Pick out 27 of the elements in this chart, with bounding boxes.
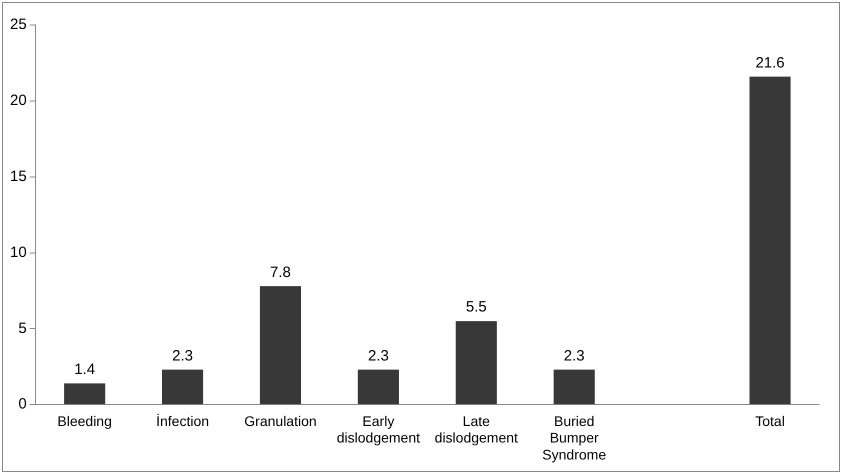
data-label: 2.3 [368, 347, 389, 364]
bar [456, 321, 497, 404]
y-tick-label: 15 [10, 168, 27, 185]
y-tick-label: 20 [10, 92, 27, 110]
x-tick-label: Total [755, 412, 785, 429]
data-label: 7.8 [270, 264, 291, 281]
x-tick-label: Late dislodgement [434, 412, 518, 446]
x-tick-label: İnfection [156, 412, 210, 429]
x-tick-label: Bleeding [57, 412, 112, 429]
bar [260, 286, 302, 404]
data-label: 2.3 [564, 347, 585, 364]
x-tick-label: Early dislodgement [336, 412, 420, 446]
data-label: 2.3 [172, 347, 193, 364]
y-tick-label: 0 [18, 396, 27, 413]
bar [64, 383, 106, 404]
data-label: 5.5 [466, 298, 487, 316]
y-tick-label: 5 [18, 320, 27, 337]
y-tick-label: 25 [10, 16, 27, 34]
data-label: 21.6 [755, 54, 785, 72]
bar [749, 76, 791, 404]
y-tick-label: 10 [10, 244, 27, 261]
x-tick-label: Buried Bumper Syndrome [542, 412, 606, 462]
bar [358, 370, 399, 404]
data-label: 1.4 [74, 360, 96, 378]
x-tick-label: Granulation [244, 412, 317, 429]
bar [162, 370, 204, 404]
bar [554, 370, 595, 404]
